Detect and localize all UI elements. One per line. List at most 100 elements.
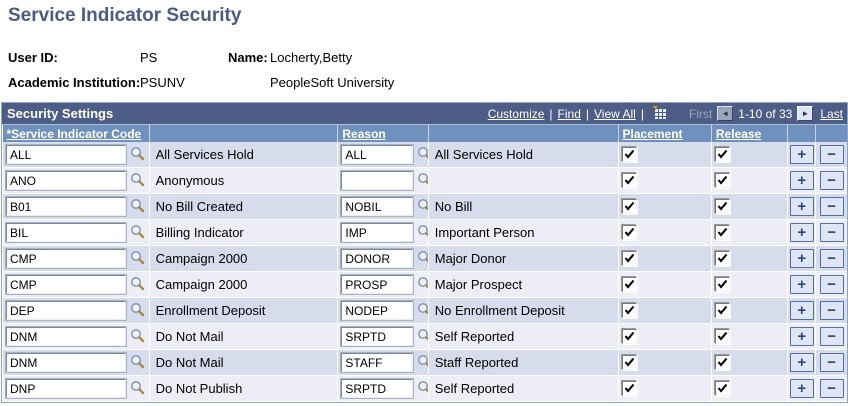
code-lookup-icon[interactable]: [130, 354, 145, 372]
reason-code-input[interactable]: [340, 196, 415, 217]
code-lookup-icon[interactable]: [130, 198, 145, 216]
add-row-button[interactable]: +: [789, 145, 814, 164]
code-lookup-icon[interactable]: [130, 276, 145, 294]
column-header-placement[interactable]: Placement: [617, 125, 712, 142]
reason-code-input[interactable]: [340, 170, 415, 191]
reason-lookup-icon[interactable]: [417, 146, 429, 164]
delete-row-button[interactable]: −: [819, 145, 844, 164]
code-lookup-icon[interactable]: [130, 380, 145, 398]
reason-code-input[interactable]: [340, 274, 415, 295]
column-header-release[interactable]: Release: [710, 125, 788, 142]
customize-link[interactable]: Customize: [487, 106, 545, 121]
reason-code-input[interactable]: [340, 326, 415, 347]
checkmark-icon: [624, 201, 634, 211]
placement-checkbox[interactable]: [621, 250, 637, 266]
placement-checkbox[interactable]: [621, 302, 637, 318]
row-range: 1-10 of 33: [738, 106, 793, 121]
last-page-link[interactable]: Last: [820, 106, 843, 121]
checkmark-icon: [717, 331, 728, 341]
code-description: All Services Hold: [155, 147, 254, 162]
toolbar-separator: |: [549, 106, 553, 121]
reason-code-input[interactable]: [340, 222, 415, 243]
code-lookup-icon[interactable]: [130, 146, 145, 164]
service-indicator-code-input[interactable]: [5, 326, 127, 347]
placement-checkbox[interactable]: [621, 354, 637, 370]
checkmark-icon: [717, 227, 728, 237]
placement-checkbox[interactable]: [621, 224, 637, 240]
reason-code-input[interactable]: [340, 378, 415, 399]
reason-code-input[interactable]: [340, 144, 415, 165]
reason-lookup-icon[interactable]: [417, 354, 429, 372]
reason-lookup-icon[interactable]: [417, 328, 429, 346]
code-lookup-icon[interactable]: [130, 172, 145, 190]
reason-lookup-icon[interactable]: [417, 302, 429, 320]
service-indicator-code-input[interactable]: [5, 352, 127, 373]
release-checkbox[interactable]: [714, 276, 730, 292]
delete-row-button[interactable]: −: [819, 171, 844, 190]
delete-row-button[interactable]: −: [819, 249, 844, 268]
placement-checkbox[interactable]: [621, 198, 637, 214]
service-indicator-code-input[interactable]: [5, 378, 127, 399]
placement-checkbox[interactable]: [621, 276, 637, 292]
service-indicator-code-input[interactable]: [5, 300, 127, 321]
reason-lookup-icon[interactable]: [417, 224, 429, 242]
service-indicator-code-input[interactable]: [5, 274, 127, 295]
reason-lookup-icon[interactable]: [417, 198, 429, 216]
add-row-button[interactable]: +: [789, 197, 814, 216]
release-checkbox[interactable]: [714, 328, 730, 344]
placement-checkbox[interactable]: [621, 146, 637, 162]
add-row-button[interactable]: +: [789, 223, 814, 242]
find-link[interactable]: Find: [557, 106, 581, 121]
add-row-button[interactable]: +: [789, 275, 814, 294]
reason-code-input[interactable]: [340, 352, 415, 373]
reason-lookup-icon[interactable]: [417, 276, 429, 294]
add-row-button[interactable]: +: [789, 249, 814, 268]
column-header-code[interactable]: *Service Indicator Code: [2, 125, 150, 142]
delete-row-button[interactable]: −: [819, 379, 844, 398]
placement-checkbox[interactable]: [621, 380, 637, 396]
checkmark-icon: [624, 279, 634, 289]
placement-checkbox[interactable]: [621, 328, 637, 344]
service-indicator-code-input[interactable]: [5, 196, 127, 217]
add-row-button[interactable]: +: [789, 171, 814, 190]
column-header-reason[interactable]: Reason: [337, 125, 429, 142]
release-checkbox[interactable]: [714, 380, 730, 396]
reason-lookup-icon[interactable]: [417, 380, 429, 398]
add-row-button[interactable]: +: [789, 353, 814, 372]
delete-row-button[interactable]: −: [819, 353, 844, 372]
release-checkbox[interactable]: [714, 224, 730, 240]
placement-checkbox[interactable]: [621, 172, 637, 188]
reason-code-input[interactable]: [340, 248, 415, 269]
reason-lookup-icon[interactable]: [417, 172, 429, 190]
release-checkbox[interactable]: [714, 354, 730, 370]
download-to-excel-icon[interactable]: [651, 103, 668, 123]
toolbar-separator: |: [585, 106, 589, 121]
reason-description: Major Prospect: [434, 277, 523, 292]
reason-lookup-icon[interactable]: [417, 250, 429, 268]
view-all-link[interactable]: View All: [594, 106, 636, 121]
code-lookup-icon[interactable]: [130, 302, 145, 320]
release-checkbox[interactable]: [714, 146, 730, 162]
checkmark-icon: [624, 175, 634, 185]
add-row-button[interactable]: +: [789, 301, 814, 320]
release-checkbox[interactable]: [714, 198, 730, 214]
delete-row-button[interactable]: −: [819, 223, 844, 242]
code-lookup-icon[interactable]: [130, 328, 145, 346]
release-checkbox[interactable]: [714, 302, 730, 318]
delete-row-button[interactable]: −: [819, 275, 844, 294]
delete-row-button[interactable]: −: [819, 197, 844, 216]
reason-code-input[interactable]: [340, 300, 415, 321]
delete-row-button[interactable]: −: [819, 327, 844, 346]
code-lookup-icon[interactable]: [130, 224, 145, 242]
next-page-button[interactable]: ►: [797, 106, 814, 121]
service-indicator-code-input[interactable]: [5, 222, 127, 243]
delete-row-button[interactable]: −: [819, 301, 844, 320]
service-indicator-code-input[interactable]: [5, 248, 127, 269]
add-row-button[interactable]: +: [789, 379, 814, 398]
release-checkbox[interactable]: [714, 172, 730, 188]
release-checkbox[interactable]: [714, 250, 730, 266]
service-indicator-code-input[interactable]: [5, 170, 127, 191]
add-row-button[interactable]: +: [789, 327, 814, 346]
code-lookup-icon[interactable]: [130, 250, 145, 268]
service-indicator-code-input[interactable]: [5, 144, 127, 165]
